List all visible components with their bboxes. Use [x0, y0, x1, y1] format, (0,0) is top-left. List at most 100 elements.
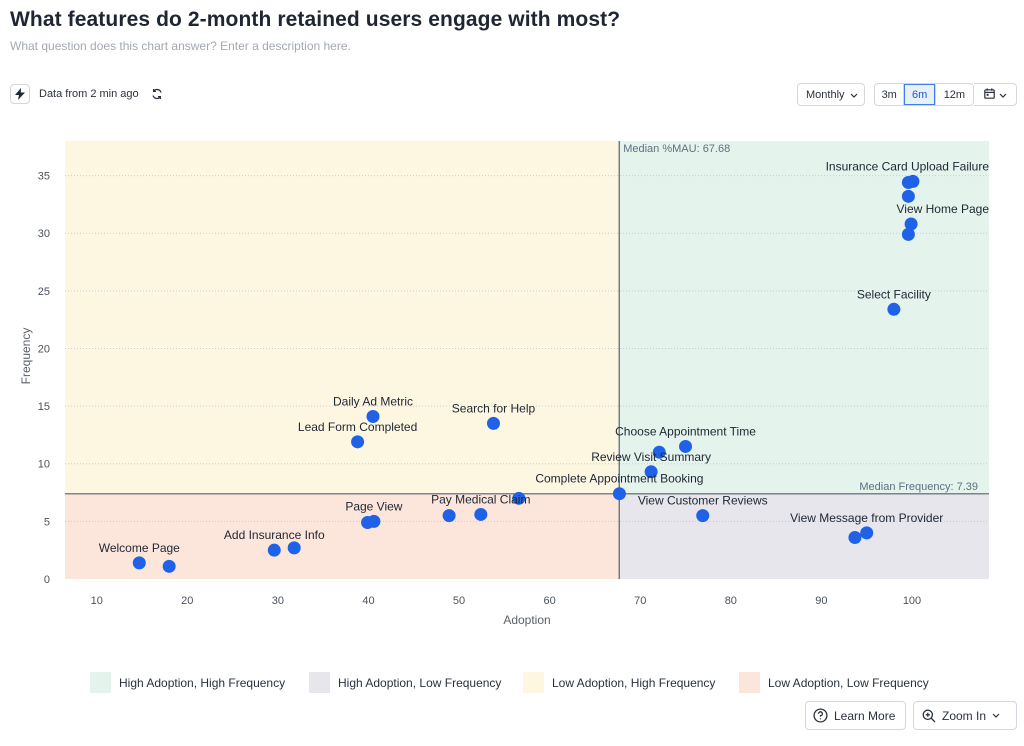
- data-point: [860, 526, 874, 540]
- x-tick-label: 40: [362, 595, 374, 607]
- x-tick-label: 80: [725, 595, 737, 607]
- range-6m-button[interactable]: 6m: [904, 84, 936, 105]
- x-tick-label: 90: [815, 595, 827, 607]
- scatter-chart: Median %MAU: 67.68 Median Frequency: 7.39…: [19, 141, 990, 627]
- data-point: [366, 409, 380, 423]
- data-point: [132, 556, 146, 570]
- point-label: Review Visit Summary: [591, 450, 711, 464]
- data-freshness: Data from 2 min ago: [10, 84, 164, 104]
- learn-more-label: Learn More: [834, 708, 896, 723]
- chevron-down-icon: [999, 89, 1007, 101]
- data-point: [367, 514, 381, 528]
- data-point: [644, 465, 658, 479]
- quadrant-high-adoption-high-frequency: [619, 141, 989, 494]
- y-tick-label: 5: [44, 516, 50, 528]
- legend-label: High Adoption, Low Frequency: [338, 675, 502, 690]
- point-label: Lead Form Completed: [298, 420, 417, 434]
- point-label: Choose Appointment Time: [615, 424, 756, 438]
- calendar-icon: [983, 87, 995, 102]
- median-y-label: Median Frequency: 7.39: [859, 481, 978, 493]
- data-point: [901, 227, 915, 241]
- data-point: [679, 439, 693, 453]
- point-label: Insurance Card Upload Failure: [826, 159, 990, 173]
- zoom-in-button[interactable]: Zoom In: [913, 701, 1017, 730]
- x-axis-label: Adoption: [503, 613, 550, 627]
- data-point: [904, 217, 918, 231]
- data-point: [287, 541, 301, 555]
- legend-label: High Adoption, High Frequency: [119, 675, 286, 690]
- interval-select[interactable]: Monthly: [797, 83, 865, 106]
- range-12m-button[interactable]: 12m: [943, 88, 966, 101]
- point-label: View Customer Reviews: [638, 494, 768, 508]
- data-point: [652, 445, 666, 459]
- data-point: [512, 491, 526, 505]
- legend-item[interactable]: High Adoption, Low Frequency: [309, 672, 501, 693]
- legend-item[interactable]: High Adoption, High Frequency: [90, 672, 285, 693]
- zoom-in-label: Zoom In: [942, 708, 987, 723]
- point-label: Complete Appointment Booking: [535, 472, 703, 486]
- lightning-icon[interactable]: [10, 84, 30, 104]
- chevron-down-icon: [992, 713, 1000, 718]
- range-3m-button[interactable]: 3m: [875, 84, 905, 105]
- data-point: [351, 435, 365, 449]
- point-label: Select Facility: [857, 287, 931, 301]
- date-range-group: 3m 6m 12m: [874, 83, 974, 106]
- y-tick-label: 35: [38, 171, 50, 183]
- x-tick-label: 60: [544, 595, 556, 607]
- legend-item[interactable]: Low Adoption, Low Frequency: [739, 672, 929, 693]
- legend-swatch: [90, 672, 111, 693]
- chevron-down-icon: [850, 89, 858, 101]
- point-label: Welcome Page: [99, 541, 180, 555]
- x-tick-label: 50: [453, 595, 465, 607]
- x-tick-label: 30: [272, 595, 284, 607]
- data-point: [162, 559, 176, 573]
- legend-swatch: [309, 672, 330, 693]
- point-label: View Message from Provider: [790, 511, 943, 525]
- data-point: [887, 302, 901, 316]
- freshness-text: Data from 2 min ago: [39, 88, 139, 100]
- x-tick-label: 20: [181, 595, 193, 607]
- chart-legend: High Adoption, High Frequency High Adopt…: [0, 672, 1024, 694]
- data-point: [612, 487, 626, 501]
- y-tick-label: 15: [38, 401, 50, 413]
- point-label: Search for Help: [452, 401, 536, 415]
- quadrant-low-adoption-low-frequency: [65, 493, 620, 579]
- custom-date-button[interactable]: [974, 83, 1017, 106]
- quadrant-low-adoption-high-frequency: [65, 141, 620, 494]
- data-point: [267, 543, 281, 557]
- data-point: [486, 416, 500, 430]
- y-tick-label: 30: [38, 228, 50, 240]
- point-label: Page View: [345, 499, 402, 513]
- data-point: [848, 531, 862, 545]
- help-icon: [813, 708, 828, 723]
- x-tick-label: 100: [903, 595, 921, 607]
- data-point: [474, 507, 488, 521]
- chart-description[interactable]: What question does this chart answer? En…: [10, 39, 351, 53]
- legend-label: Low Adoption, High Frequency: [552, 675, 716, 690]
- median-x-label: Median %MAU: 67.68: [623, 143, 730, 155]
- data-point: [906, 174, 920, 188]
- point-label: Daily Ad Metric: [333, 394, 413, 408]
- learn-more-button[interactable]: Learn More: [805, 701, 906, 730]
- legend-swatch: [523, 672, 544, 693]
- legend-label: Low Adoption, Low Frequency: [768, 675, 929, 690]
- y-tick-label: 20: [38, 343, 50, 355]
- legend-item[interactable]: Low Adoption, High Frequency: [523, 672, 715, 693]
- data-point: [442, 509, 456, 523]
- x-tick-label: 70: [634, 595, 646, 607]
- y-tick-label: 0: [44, 574, 50, 586]
- data-point: [696, 509, 710, 523]
- refresh-icon[interactable]: [150, 87, 164, 101]
- y-tick-label: 25: [38, 286, 50, 298]
- point-label: View Home Page: [897, 202, 990, 216]
- x-tick-label: 10: [91, 595, 103, 607]
- interval-value: Monthly: [806, 88, 845, 101]
- point-label: Pay Medical Claim: [431, 492, 530, 506]
- y-tick-label: 10: [38, 459, 50, 471]
- data-point: [901, 189, 915, 203]
- legend-swatch: [739, 672, 760, 693]
- y-axis-label: Frequency: [19, 328, 33, 385]
- quadrant-high-adoption-low-frequency: [619, 493, 989, 579]
- zoom-in-icon: [922, 709, 936, 723]
- chart-title: What features do 2-month retained users …: [10, 8, 621, 31]
